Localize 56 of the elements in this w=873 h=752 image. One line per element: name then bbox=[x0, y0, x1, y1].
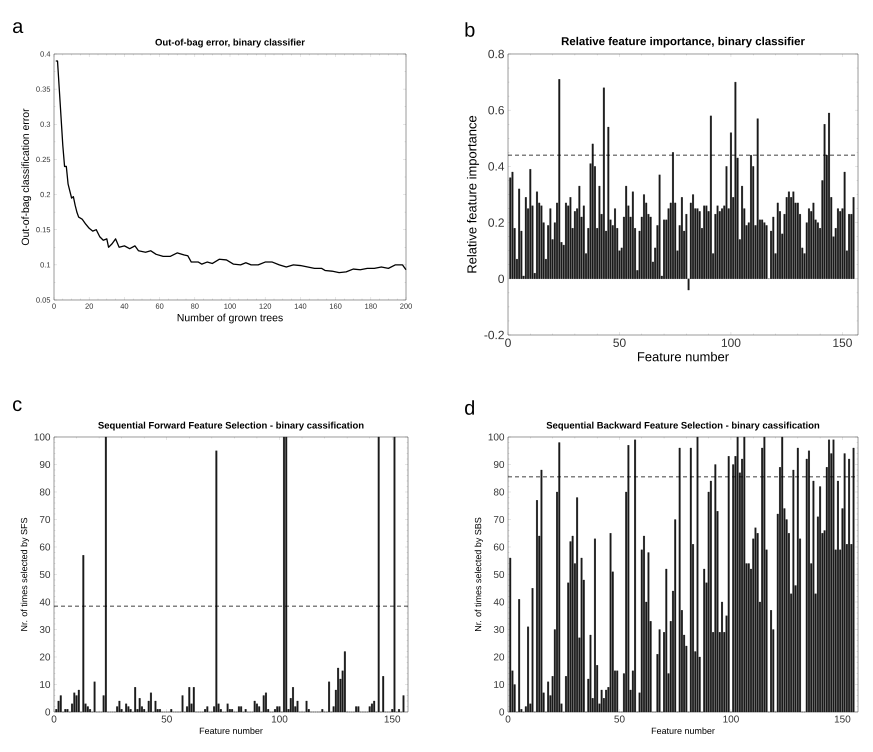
x-tick-label: 50 bbox=[613, 338, 626, 347]
x-axis-title: Feature number bbox=[638, 352, 729, 362]
x-tick-label: 0 bbox=[505, 338, 511, 347]
y-tick-label: 0 bbox=[498, 274, 504, 284]
y-tick-label: 80 bbox=[494, 488, 504, 496]
y-tick-label: 40 bbox=[494, 598, 504, 606]
y-tick-label: 0.6 bbox=[488, 106, 504, 114]
chart-title: Sequential Backward Feature Selection - binary cassification bbox=[546, 422, 820, 431]
text: b bbox=[465, 22, 474, 37]
x-tick-label: 100 bbox=[723, 716, 739, 723]
y-axis-title: Nr. of times selected by SBS bbox=[474, 518, 484, 631]
y-tick-label: 20 bbox=[40, 653, 50, 661]
y-tick-label: 60 bbox=[40, 543, 50, 551]
y-tick-label: 0.8 bbox=[488, 50, 504, 58]
y-tick-label: -0.2 bbox=[484, 330, 504, 340]
y-tick-label: 0 bbox=[45, 708, 50, 716]
y-tick-label: 30 bbox=[40, 626, 50, 634]
text: c bbox=[13, 400, 22, 412]
y-tick-label: 90 bbox=[494, 460, 504, 468]
x-axis-title: Feature number bbox=[652, 727, 715, 734]
y-tick-label: 90 bbox=[40, 460, 50, 468]
y-tick-label: 100 bbox=[488, 433, 504, 441]
x-tick-label: 0 bbox=[506, 716, 510, 723]
y-axis-title: Out-of-bag classification error bbox=[21, 108, 32, 246]
y-tick-label: 60 bbox=[494, 543, 504, 551]
y-tick-label: 10 bbox=[494, 680, 504, 688]
x-tick-label: 0 bbox=[52, 716, 56, 723]
y-tick-label: 50 bbox=[40, 570, 50, 578]
x-tick-label: 50 bbox=[162, 716, 172, 723]
y-tick-label: 10 bbox=[40, 680, 50, 688]
y-tick-label: 80 bbox=[40, 488, 50, 496]
y-tick-label: 0.4 bbox=[488, 162, 504, 171]
x-tick-label: 150 bbox=[833, 338, 852, 347]
text: d bbox=[465, 400, 474, 415]
y-tick-label: 40 bbox=[40, 598, 50, 606]
y-tick-label: 50 bbox=[494, 570, 504, 578]
y-tick-label: 100 bbox=[34, 433, 50, 441]
chart-title: Sequential Forward Feature Selection - binary cassification bbox=[98, 422, 364, 431]
x-tick-label: 150 bbox=[834, 716, 850, 723]
y-axis-title: Nr. of times selected by SFS bbox=[20, 518, 30, 631]
text: a bbox=[13, 22, 24, 34]
y-tick-label: 0.2 bbox=[488, 218, 504, 227]
x-axis-title: Feature number bbox=[200, 727, 263, 734]
y-tick-label: 0 bbox=[499, 708, 504, 716]
y-tick-label: 20 bbox=[494, 653, 504, 661]
chart-title: Out-of-bag error, binary classifier bbox=[155, 38, 305, 48]
x-axis-title: Number of grown trees bbox=[178, 314, 283, 324]
x-tick-label: 100 bbox=[722, 338, 740, 347]
x-tick-label: 50 bbox=[614, 716, 625, 723]
y-tick-label: 70 bbox=[494, 516, 504, 524]
y-axis-title: Relative feature importance bbox=[466, 116, 480, 273]
chart-title: Relative feature importance, binary classifier bbox=[562, 36, 805, 48]
y-tick-label: 70 bbox=[40, 516, 50, 524]
x-tick-label: 150 bbox=[384, 716, 400, 723]
x-tick-label: 100 bbox=[272, 716, 288, 723]
y-tick-label: 30 bbox=[494, 626, 504, 634]
